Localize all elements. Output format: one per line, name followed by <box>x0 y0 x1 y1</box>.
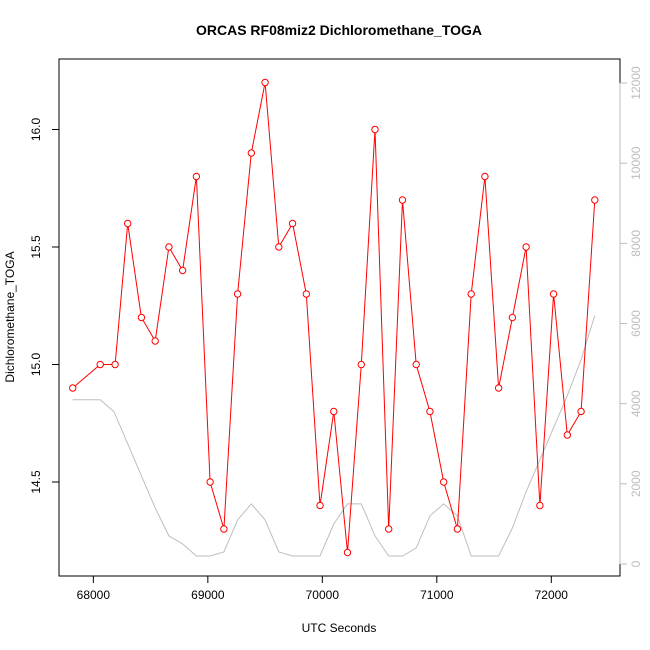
data-point <box>591 196 599 204</box>
data-point <box>137 313 146 322</box>
data-point <box>549 290 558 298</box>
x-axis: 68000 69000 70000 71000 72000 <box>77 575 569 602</box>
data-point <box>69 384 77 392</box>
data-point <box>494 384 503 392</box>
y-tick-label: 16.0 <box>29 117 43 141</box>
data-point <box>220 525 228 533</box>
data-point <box>343 548 352 557</box>
y2-tick-label: 12000 <box>629 66 643 100</box>
data-point <box>398 196 407 204</box>
data-point <box>247 149 256 157</box>
x-tick-label: 68000 <box>77 588 111 602</box>
series-line-grey <box>72 315 596 557</box>
data-point <box>439 478 448 486</box>
data-point <box>288 219 297 228</box>
y2-tick-label: 10000 <box>629 146 643 180</box>
data-point <box>522 243 530 251</box>
y2-tick-label: 2000 <box>629 470 643 497</box>
series-line-red <box>72 82 596 553</box>
data-point <box>371 125 379 134</box>
x-tick-label: 69000 <box>191 588 225 602</box>
y2-tick-label: 6000 <box>629 310 643 337</box>
data-point <box>563 431 572 439</box>
x-axis-label: UTC Seconds <box>302 621 377 635</box>
data-point <box>192 172 201 181</box>
data-point <box>275 243 283 251</box>
data-point <box>330 407 338 416</box>
data-point <box>577 407 585 416</box>
data-point <box>261 78 269 87</box>
data-point <box>357 360 365 369</box>
y-tick-label: 14.5 <box>29 470 43 494</box>
y-axis-label: Dichloromethane_TOGA <box>3 251 17 382</box>
y2-tick-label: 8000 <box>629 230 643 257</box>
y-tick-label: 15.0 <box>29 352 43 376</box>
data-point <box>412 360 420 369</box>
data-point <box>206 478 214 486</box>
y2-axis: 0 2000 4000 6000 8000 10000 12000 <box>619 66 643 567</box>
data-point <box>302 290 310 298</box>
data-point <box>467 290 475 298</box>
data-point <box>96 360 104 369</box>
x-tick-label: 72000 <box>535 588 569 602</box>
data-point <box>536 501 544 510</box>
data-point <box>316 501 324 510</box>
data-point <box>123 219 132 228</box>
y2-tick-label: 4000 <box>629 390 643 417</box>
data-point <box>508 313 517 322</box>
x-tick-label: 70000 <box>306 588 340 602</box>
data-point <box>385 525 393 533</box>
series-layer <box>69 78 599 557</box>
x-tick-label: 71000 <box>420 588 454 602</box>
data-point <box>178 266 187 275</box>
data-point <box>233 290 242 298</box>
y2-tick-label: 0 <box>629 560 643 567</box>
chart-title: ORCAS RF08miz2 Dichloromethane_TOGA <box>196 22 482 38</box>
data-point <box>165 243 173 251</box>
data-point <box>426 407 434 416</box>
data-point <box>481 172 489 181</box>
y-tick-label: 15.5 <box>29 235 43 259</box>
data-point <box>453 525 462 533</box>
data-point <box>151 337 159 345</box>
data-point <box>111 360 119 369</box>
y-axis: 14.5 15.0 15.5 16.0 <box>29 117 60 494</box>
